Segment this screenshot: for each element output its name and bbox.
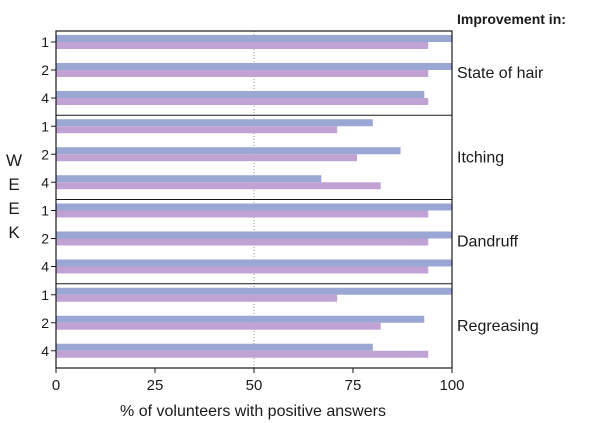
bar (56, 98, 429, 105)
bar (56, 182, 381, 190)
week-tick-label: 4 (41, 343, 49, 359)
week-tick-label: 2 (41, 231, 49, 247)
bar (56, 147, 401, 155)
group-label: Regreasing (457, 318, 539, 335)
bar-group-regreasing: 1 2 4 Regreasing (41, 287, 539, 359)
x-axis-title: % of volunteers with positive answers (120, 403, 386, 420)
week-tick-label: 2 (41, 315, 49, 331)
y-axis-title-letter: E (8, 199, 19, 218)
week-tick-label: 4 (41, 90, 49, 106)
bar-group-dandruff: 1 2 4 Dandruff (41, 203, 518, 275)
bar (56, 266, 429, 274)
bar (56, 126, 338, 134)
bar (56, 315, 425, 323)
y-axis-title-letter: W (6, 151, 22, 170)
x-tick-label: 75 (345, 377, 362, 394)
bar (56, 70, 429, 77)
bar (56, 322, 381, 330)
x-tick-label: 25 (147, 377, 164, 394)
bar (56, 259, 452, 267)
x-tick-label: 100 (439, 377, 464, 394)
legend-title: Improvement in: (457, 11, 566, 27)
bar (56, 154, 357, 162)
bar (56, 287, 452, 295)
bar (56, 35, 452, 42)
group-label: State of hair (457, 65, 544, 82)
bar (56, 294, 338, 302)
bar (56, 63, 452, 70)
y-axis-title-letter: E (8, 175, 19, 194)
week-tick-label: 2 (41, 146, 49, 162)
bar (56, 350, 429, 358)
plot-area: 1 2 4 State of hair 1 2 4 Itching 1 2 4 Dandruff 1 2 4… (41, 30, 544, 394)
bar (56, 91, 425, 98)
bar (56, 343, 373, 351)
bar (56, 42, 429, 49)
bar (56, 238, 429, 246)
bar (56, 119, 373, 127)
x-tick-label: 0 (52, 377, 60, 394)
group-label: Dandruff (457, 234, 519, 251)
week-tick-label: 1 (41, 287, 49, 303)
week-tick-label: 1 (41, 203, 49, 219)
bar (56, 231, 452, 239)
week-tick-label: 4 (41, 174, 49, 190)
bar-group-state-of-hair: 1 2 4 State of hair (41, 34, 544, 106)
week-tick-label: 1 (41, 118, 49, 134)
bar-group-itching: 1 2 4 Itching (41, 118, 504, 190)
bar (56, 175, 322, 183)
bar (56, 210, 429, 218)
week-tick-label: 2 (41, 62, 49, 78)
bar (56, 203, 452, 211)
y-axis-title-letter: K (8, 223, 20, 242)
x-tick-label: 50 (246, 377, 263, 394)
week-tick-label: 4 (41, 259, 49, 275)
group-label: Itching (457, 149, 504, 166)
week-tick-label: 1 (41, 34, 49, 50)
